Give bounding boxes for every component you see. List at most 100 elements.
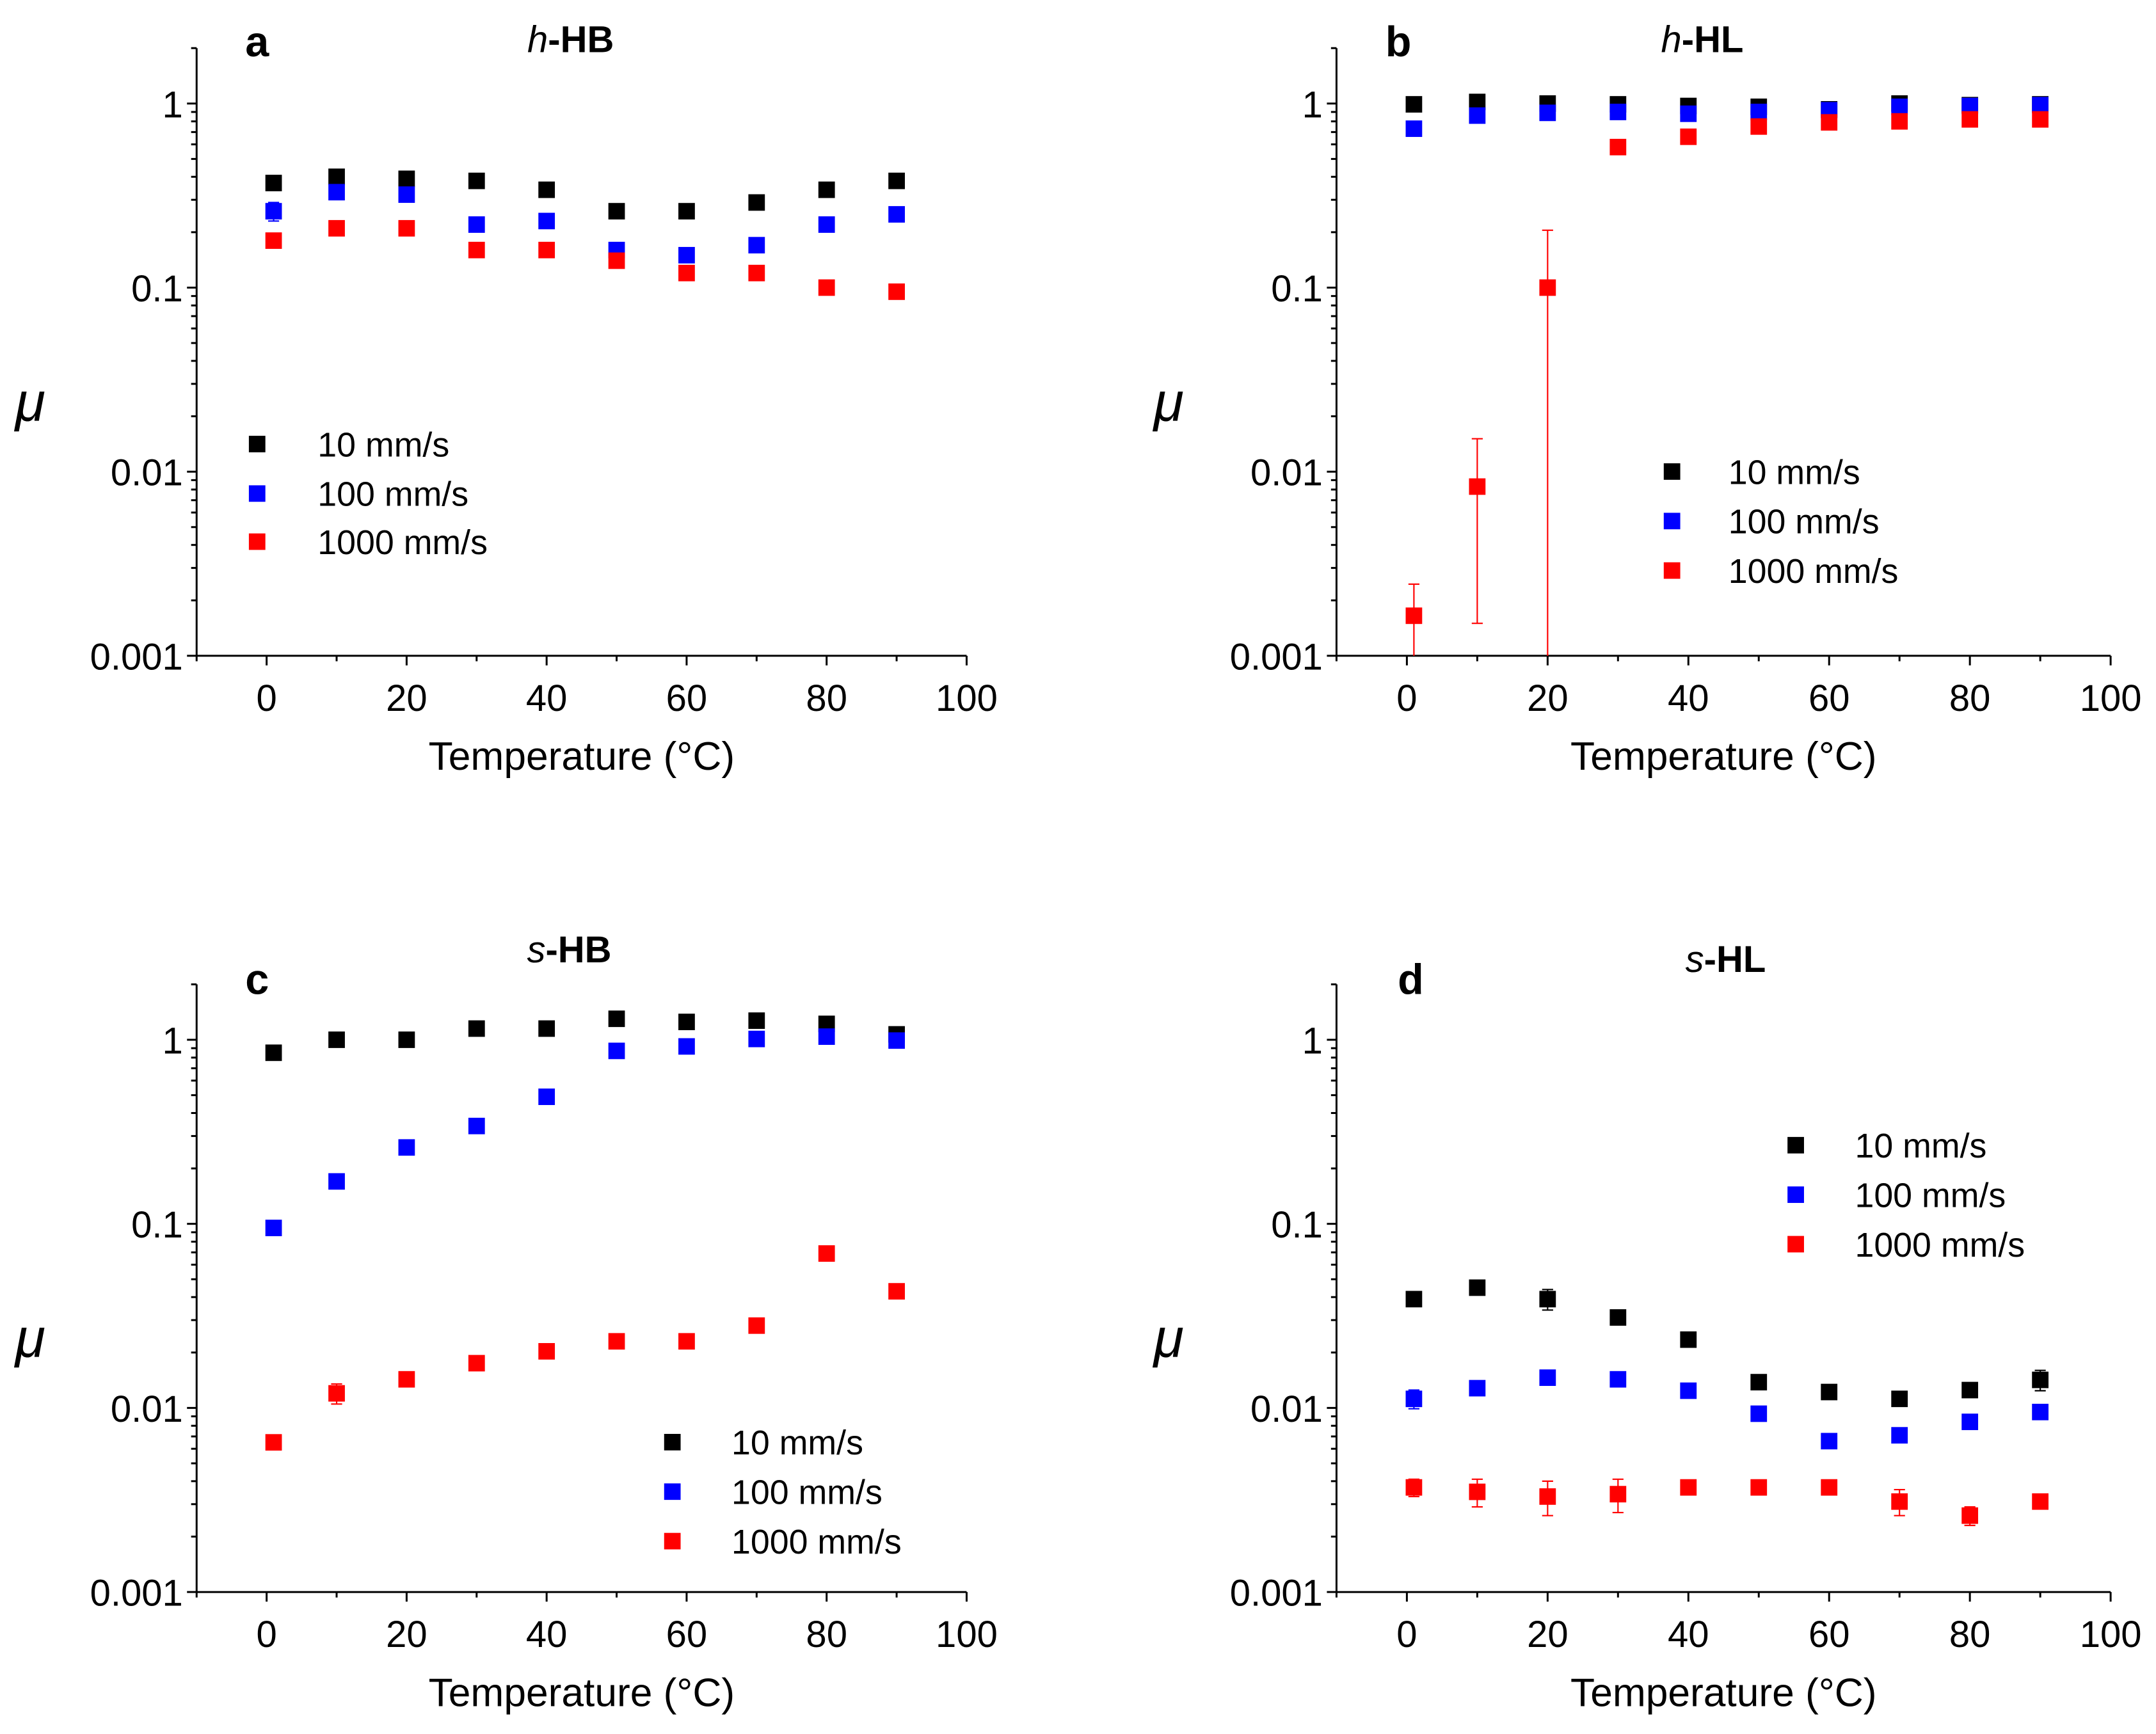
legend-marker [1787, 1186, 1804, 1203]
y-axis-title: μ [14, 1308, 45, 1369]
series-0 [1406, 1280, 2049, 1408]
data-point [1609, 104, 1626, 120]
y-tick-label: 0.001 [90, 1573, 183, 1614]
data-point [538, 242, 555, 259]
x-tick-label: 60 [1809, 678, 1850, 719]
x-tick-label: 60 [1809, 1614, 1850, 1655]
legend-label: 100 mm/s [731, 1474, 882, 1512]
data-point [538, 213, 555, 230]
data-point [1609, 139, 1626, 155]
panel-title-suffix: -HL [1682, 19, 1744, 61]
series-1 [1406, 1369, 2049, 1449]
data-point [468, 242, 485, 259]
data-point [1821, 1384, 1837, 1401]
data-point [399, 1139, 415, 1156]
data-point [1406, 607, 1423, 624]
series-2 [266, 1245, 905, 1451]
y-tick-label: 1 [1302, 84, 1323, 125]
panel-title: s-HB [527, 929, 611, 971]
data-point [1406, 120, 1423, 137]
y-tick-label: 1 [162, 1020, 182, 1062]
data-point [1406, 1479, 1423, 1496]
data-point [748, 195, 765, 211]
data-point [888, 283, 905, 300]
data-point [1891, 113, 1908, 130]
legend-label: 100 mm/s [317, 475, 468, 514]
data-point [399, 220, 415, 237]
panel-title-prefix: s [1686, 939, 1704, 980]
x-tick-label: 40 [1668, 678, 1709, 719]
data-point [1680, 1383, 1697, 1399]
data-point [609, 253, 625, 269]
x-tick-label: 80 [1949, 678, 1991, 719]
panel-letter: c [245, 956, 269, 1003]
data-point [609, 1043, 625, 1060]
legend-label: 10 mm/s [1855, 1127, 1986, 1165]
panel-title-prefix: s [527, 929, 545, 971]
panel-title: h-HL [1661, 19, 1744, 61]
data-point [1961, 1507, 1978, 1524]
panel-title-suffix: -HB [548, 19, 614, 61]
panel-title-suffix: -HL [1704, 939, 1766, 980]
y-tick-label: 0.1 [131, 1204, 183, 1246]
data-point [1539, 280, 1556, 296]
x-axis-title: Temperature (°C) [429, 735, 735, 779]
data-point [678, 1038, 695, 1055]
panel-a: 0 20 40 60 80 100 0.001 0.01 0.1 1 Temperature (°C… [14, 19, 998, 779]
y-tick-label: 0.1 [131, 268, 183, 310]
figure: 0 20 40 60 80 1000.0010.010.11Temperature (°C… [0, 0, 2156, 1734]
data-point [1539, 1369, 1556, 1386]
data-point [266, 232, 282, 249]
y-tick-label: 0.01 [1250, 1388, 1323, 1430]
panel-letter: b [1385, 19, 1412, 66]
x-tick-label: 100 [2080, 678, 2142, 719]
x-tick-label: 100 [936, 1614, 998, 1655]
data-point [1406, 96, 1423, 113]
y-tick-label: 0.1 [1271, 1204, 1323, 1246]
series-1 [266, 184, 905, 263]
data-point [888, 1283, 905, 1300]
legend-marker [1664, 562, 1681, 579]
series-2 [266, 220, 905, 300]
data-point [1539, 1488, 1556, 1505]
data-point [328, 168, 345, 185]
data-point [1961, 1382, 1978, 1399]
x-tick-label: 40 [526, 678, 568, 719]
legend-marker [664, 1483, 681, 1500]
series-2 [1406, 111, 2049, 656]
data-point [2032, 1372, 2048, 1388]
data-point [609, 1333, 625, 1349]
data-point [1406, 1291, 1423, 1307]
y-tick-label: 1 [1302, 1020, 1323, 1062]
data-point [1469, 1280, 1485, 1296]
y-tick-label: 0.01 [1250, 452, 1323, 494]
data-point [1821, 114, 1837, 131]
data-point [266, 175, 282, 191]
legend-label: 1000 mm/s [1729, 552, 1899, 591]
series-1 [266, 1028, 905, 1236]
data-point [1750, 104, 1767, 120]
data-point [538, 1088, 555, 1105]
data-point [468, 1355, 485, 1372]
panel-d: 0 20 40 60 80 100 0.001 0.01 0.1 1 Temperature (°C… [1153, 939, 2142, 1715]
x-tick-label: 0 [1396, 1614, 1417, 1655]
x-tick-label: 80 [806, 678, 847, 719]
legend-label: 10 mm/s [1729, 453, 1860, 491]
data-point [818, 280, 835, 296]
x-tick-label: 100 [2080, 1614, 2142, 1655]
data-point [399, 186, 415, 203]
legend-marker [249, 485, 266, 502]
series-2 [1406, 1479, 2049, 1525]
y-tick-label: 0.001 [1230, 636, 1323, 678]
series-0 [1406, 93, 2049, 117]
y-tick-label: 1 [162, 84, 182, 125]
legend-marker [1787, 1236, 1804, 1253]
panel-title-prefix: h [1661, 19, 1682, 61]
data-point [1680, 1479, 1697, 1496]
data-point [468, 216, 485, 233]
series-0 [266, 1010, 905, 1061]
data-point [1750, 1406, 1767, 1422]
data-point [1821, 1433, 1837, 1449]
panel-title: h-HB [527, 19, 614, 61]
